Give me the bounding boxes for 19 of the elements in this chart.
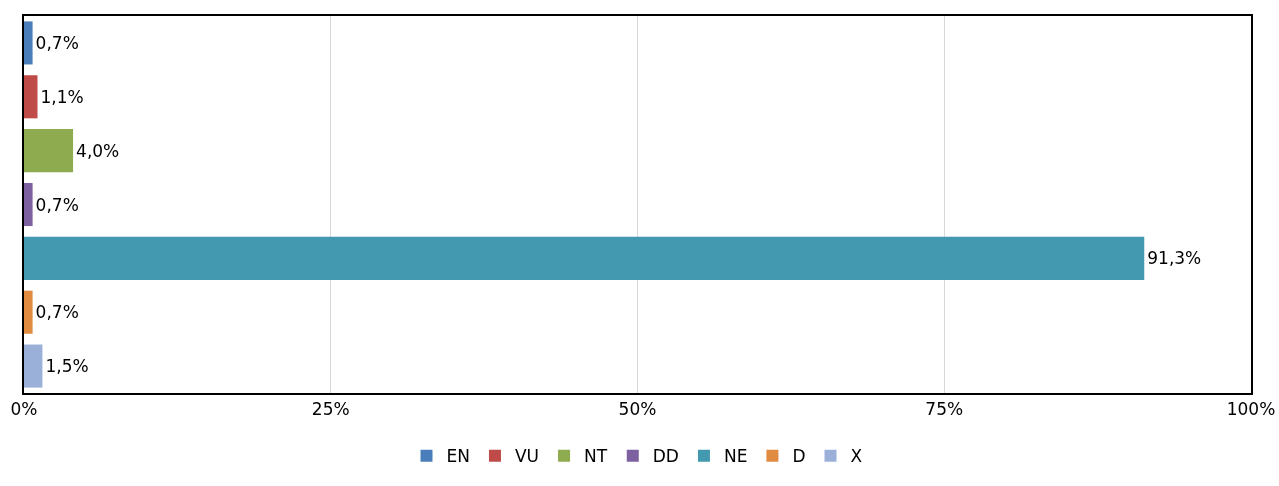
legend-label: X: [850, 446, 863, 467]
x-tick-label: 100%: [1226, 399, 1276, 420]
data-label: 1,1%: [40, 86, 84, 107]
legend-label: D: [792, 446, 806, 467]
x-tick-label: 50%: [618, 399, 657, 420]
x-tick-label: 0%: [10, 399, 38, 420]
data-label: 91,3%: [1147, 248, 1202, 269]
legend-label: NE: [723, 446, 748, 467]
data-label: 0,7%: [35, 194, 79, 215]
legend-label: DD: [652, 446, 679, 467]
x-tick-label: 75%: [925, 399, 964, 420]
x-tick-label: 25%: [311, 399, 350, 420]
data-label: 0,7%: [35, 302, 79, 323]
data-label: 4,0%: [76, 140, 120, 161]
legend-label: VU: [514, 446, 540, 467]
data-label: 0,7%: [35, 32, 79, 53]
data-label: 1,5%: [45, 356, 89, 377]
legend-label: EN: [446, 446, 470, 467]
legend-label: NT: [584, 446, 608, 467]
